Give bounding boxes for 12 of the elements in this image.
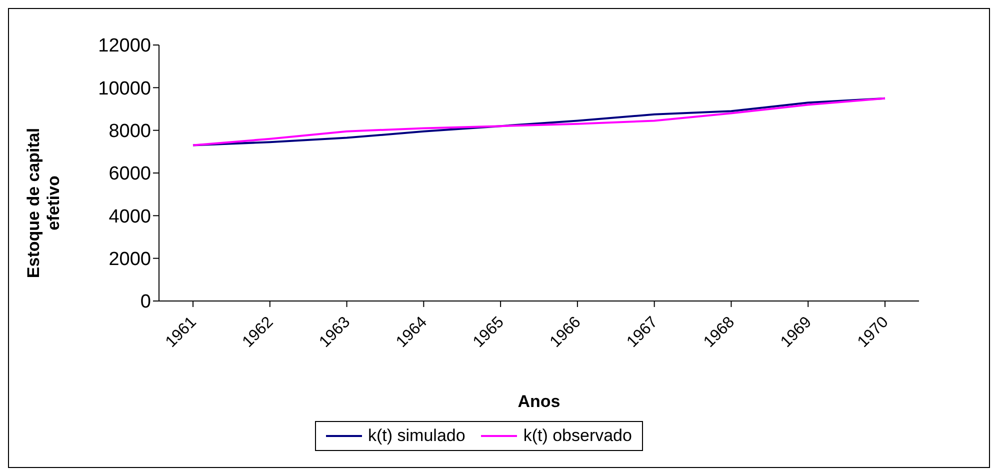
y-tick-label: 0: [140, 292, 151, 313]
line-series: [192, 97, 886, 146]
y-axis-title: Estoque de capital efetivo: [24, 128, 63, 278]
legend-label: k(t) simulado: [367, 426, 466, 446]
y-tick-label: 2000: [108, 249, 151, 270]
x-axis-title: Anos: [518, 392, 560, 411]
y-tick-label: 8000: [108, 121, 151, 142]
legend-label: k(t) observado: [522, 426, 632, 446]
y-tick-label: 10000: [98, 78, 151, 100]
y-tick-label: 12000: [98, 36, 151, 57]
y-tick-label: 6000: [108, 164, 151, 185]
y-tick-label: 4000: [108, 206, 151, 228]
